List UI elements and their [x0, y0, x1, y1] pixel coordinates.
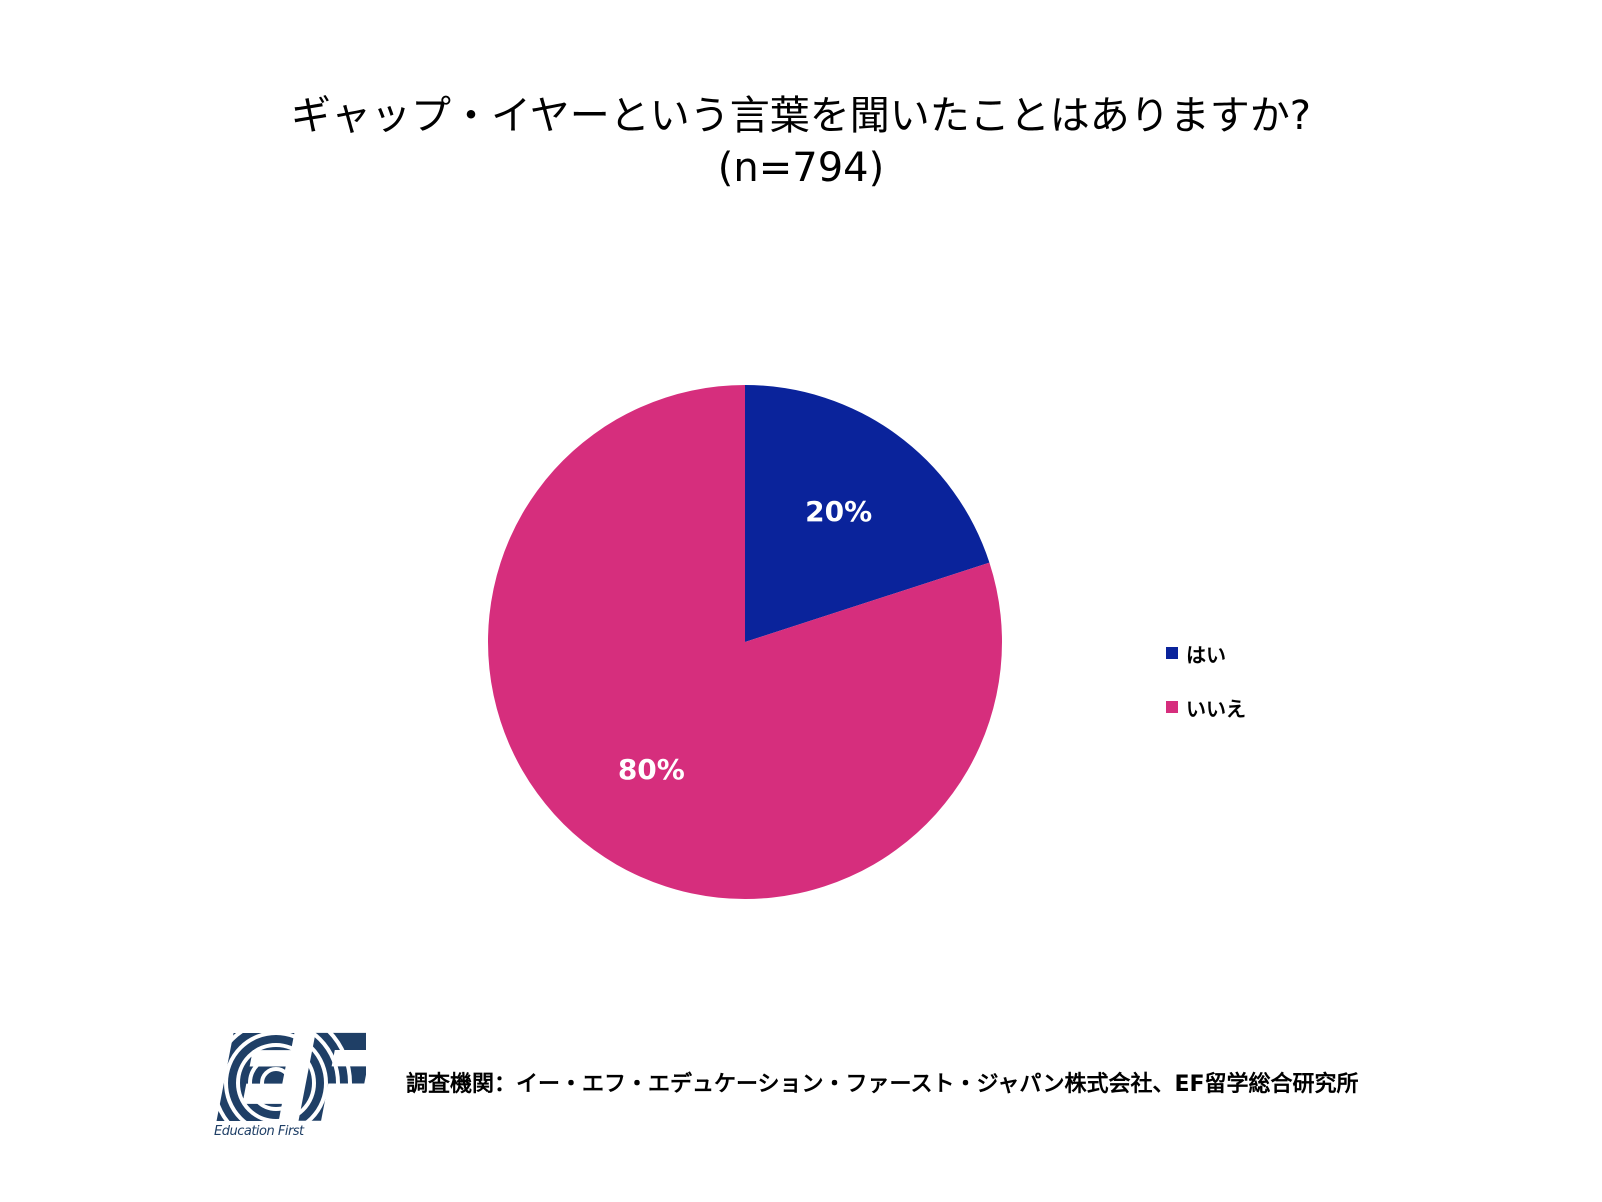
chart-subtitle: (n=794)	[717, 145, 885, 191]
legend-label-yes: はい	[1186, 642, 1226, 667]
legend-item-no: いいえ	[1166, 694, 1246, 721]
legend-swatch-no	[1166, 701, 1178, 713]
pie-slice-no	[487, 385, 1002, 899]
legend-swatch-yes	[1166, 647, 1178, 659]
legend-label-no: いいえ	[1186, 696, 1246, 721]
logo-subtext: Education First	[214, 1124, 304, 1139]
ef-logo-icon: EF	[214, 1011, 366, 1150]
data-label-no: 80%	[618, 753, 685, 786]
legend-item-yes: はい	[1166, 640, 1246, 667]
source-note: 調査機関：イー・エフ・エデュケーション・ファースト・ジャパン株式会社、EF留学総…	[406, 1072, 1359, 1097]
data-label-yes: 20%	[805, 495, 872, 528]
pie-slice-yes	[745, 385, 990, 642]
chart-title: ギャップ・イヤーという言葉を聞いたことはありますか?	[290, 93, 1312, 139]
legend: はい いいえ	[1166, 640, 1246, 748]
